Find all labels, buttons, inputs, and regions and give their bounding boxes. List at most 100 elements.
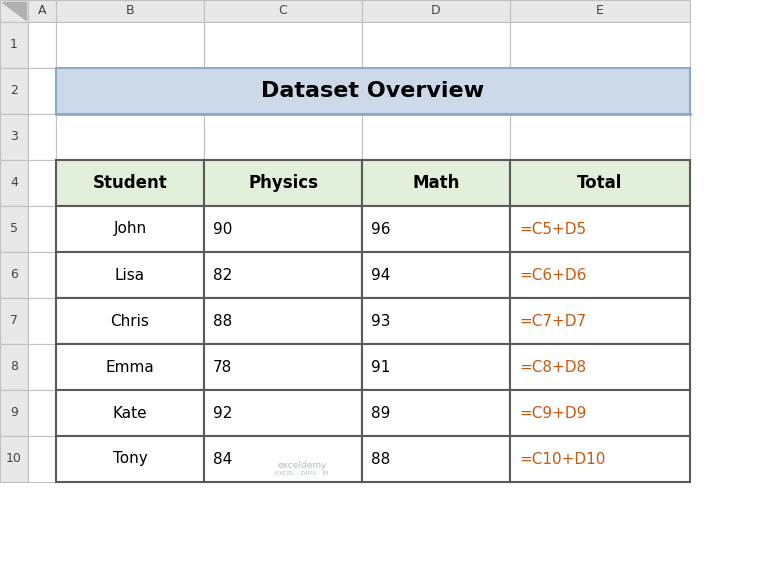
Bar <box>204 298 362 344</box>
Bar <box>510 68 690 114</box>
Bar <box>362 344 510 390</box>
Bar <box>204 68 362 114</box>
Text: Emma: Emma <box>106 359 154 374</box>
Bar <box>204 344 362 390</box>
Bar <box>362 436 510 482</box>
Bar <box>28 252 56 298</box>
Bar <box>362 298 510 344</box>
Bar <box>362 0 510 22</box>
Text: =C8+D8: =C8+D8 <box>519 359 586 374</box>
Bar <box>56 206 204 252</box>
Text: 9: 9 <box>10 406 18 420</box>
Text: D: D <box>431 5 441 17</box>
Bar <box>204 206 362 252</box>
Bar <box>28 0 56 22</box>
Bar <box>362 252 510 298</box>
Bar <box>0 0 28 22</box>
Bar <box>362 160 510 206</box>
Bar <box>0 344 28 390</box>
Text: =C5+D5: =C5+D5 <box>519 222 586 236</box>
Text: 94: 94 <box>371 267 390 282</box>
Bar <box>510 206 690 252</box>
Bar <box>204 252 362 298</box>
Bar <box>56 390 204 436</box>
Text: 90: 90 <box>213 222 232 236</box>
Bar <box>204 0 362 22</box>
Bar <box>0 22 28 68</box>
Bar <box>56 344 204 390</box>
Bar <box>204 390 362 436</box>
Text: 88: 88 <box>213 313 232 328</box>
Text: 5: 5 <box>10 223 18 235</box>
Text: =C10+D10: =C10+D10 <box>519 452 605 467</box>
Bar <box>0 390 28 436</box>
Bar <box>56 298 204 344</box>
Bar <box>56 252 204 298</box>
Text: Physics: Physics <box>248 174 318 192</box>
Bar <box>362 22 510 68</box>
Text: 96: 96 <box>371 222 390 236</box>
Bar <box>362 298 510 344</box>
Bar <box>510 344 690 390</box>
Text: 2: 2 <box>10 84 18 98</box>
Text: EXCEL · DATA · BI: EXCEL · DATA · BI <box>275 471 329 476</box>
Text: 8: 8 <box>10 360 18 374</box>
Bar <box>510 436 690 482</box>
Bar <box>56 298 204 344</box>
Bar <box>362 390 510 436</box>
Text: 91: 91 <box>371 359 390 374</box>
Text: 3: 3 <box>10 130 18 144</box>
Bar <box>362 206 510 252</box>
Bar <box>28 114 56 160</box>
Bar <box>510 160 690 206</box>
Bar <box>28 160 56 206</box>
Bar <box>28 22 56 68</box>
Bar <box>204 298 362 344</box>
Bar <box>510 252 690 298</box>
Text: 6: 6 <box>10 269 18 281</box>
Text: 10: 10 <box>6 452 22 466</box>
Text: 89: 89 <box>371 405 390 421</box>
Bar <box>28 390 56 436</box>
Bar <box>204 22 362 68</box>
Bar <box>510 390 690 436</box>
Text: E: E <box>596 5 604 17</box>
Bar <box>510 298 690 344</box>
Text: 93: 93 <box>371 313 390 328</box>
Bar <box>0 114 28 160</box>
Text: 7: 7 <box>10 315 18 328</box>
Bar <box>56 160 204 206</box>
Text: Tony: Tony <box>113 452 147 467</box>
Bar <box>56 22 204 68</box>
Text: =C9+D9: =C9+D9 <box>519 405 587 421</box>
Bar <box>204 436 362 482</box>
Bar <box>362 206 510 252</box>
Bar <box>510 390 690 436</box>
Polygon shape <box>2 2 26 20</box>
Text: Math: Math <box>413 174 459 192</box>
Bar <box>510 252 690 298</box>
Bar <box>56 160 204 206</box>
Bar <box>362 160 510 206</box>
Bar <box>362 390 510 436</box>
Text: C: C <box>278 5 288 17</box>
Bar <box>56 206 204 252</box>
Bar <box>510 436 690 482</box>
Bar <box>56 436 204 482</box>
Bar <box>56 0 204 22</box>
Bar <box>362 436 510 482</box>
Text: Student: Student <box>93 174 167 192</box>
Text: 78: 78 <box>213 359 232 374</box>
Bar <box>56 436 204 482</box>
Bar <box>28 68 56 114</box>
Bar <box>510 0 690 22</box>
Bar <box>362 252 510 298</box>
Bar <box>28 436 56 482</box>
Text: 4: 4 <box>10 176 18 189</box>
Bar <box>56 390 204 436</box>
Bar <box>510 160 690 206</box>
Bar <box>0 206 28 252</box>
Bar <box>204 436 362 482</box>
Bar <box>204 160 362 206</box>
Text: Lisa: Lisa <box>115 267 145 282</box>
